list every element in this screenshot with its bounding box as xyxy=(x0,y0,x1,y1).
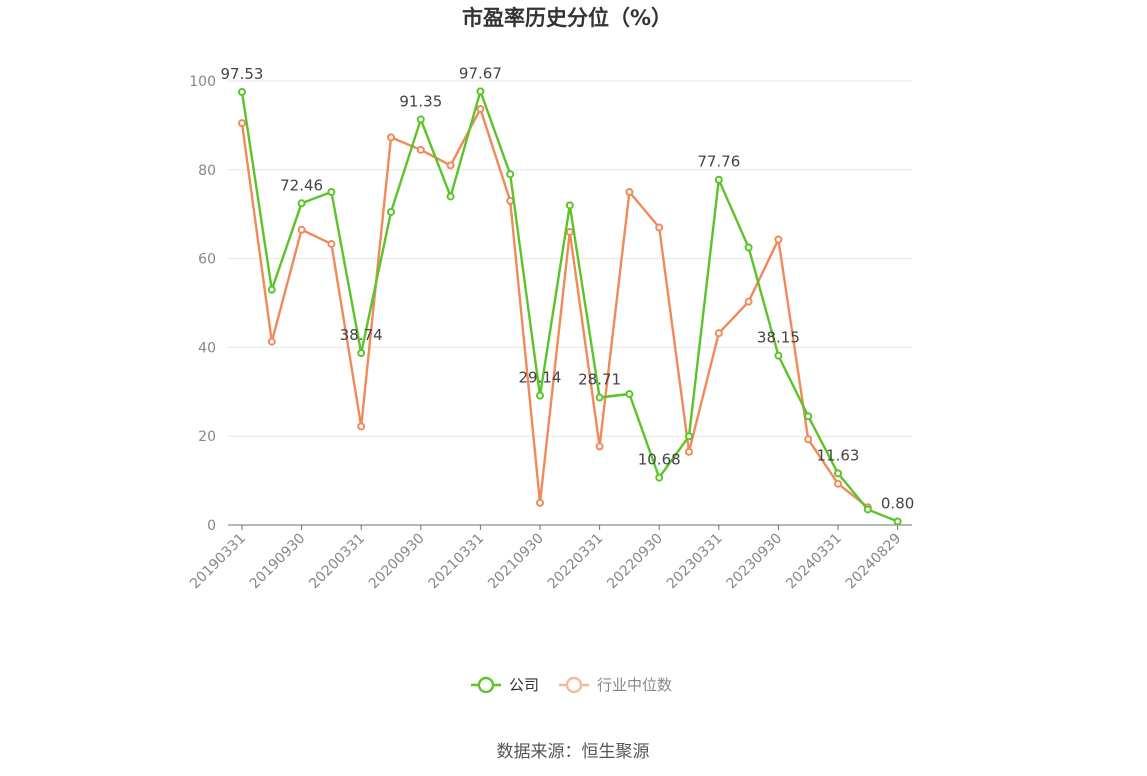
x-tick-label: 20220331 xyxy=(545,531,607,593)
data-point[interactable] xyxy=(834,479,842,488)
data-point[interactable] xyxy=(446,192,455,201)
legend-label: 行业中位数 xyxy=(597,676,672,694)
data-point[interactable] xyxy=(327,188,336,196)
data-label: 38.15 xyxy=(757,329,800,347)
data-label: 77.76 xyxy=(697,153,740,171)
data-point[interactable] xyxy=(774,235,783,244)
legend: 公司 行业中位数 xyxy=(471,676,672,694)
series-0 xyxy=(238,87,902,526)
x-tick-label: 20190331 xyxy=(187,531,249,593)
data-point[interactable] xyxy=(625,188,634,196)
data-point[interactable] xyxy=(267,337,276,346)
data-point[interactable] xyxy=(416,115,425,124)
data-point[interactable] xyxy=(476,87,485,96)
data-point[interactable] xyxy=(685,447,693,456)
x-tick-label: 20200331 xyxy=(306,531,368,593)
data-point[interactable] xyxy=(655,473,664,482)
grid-lines xyxy=(228,80,912,437)
y-tick-label: 0 xyxy=(207,518,216,534)
legend-label: 公司 xyxy=(509,676,539,694)
data-point[interactable] xyxy=(446,161,455,170)
data-label: 29.14 xyxy=(519,369,562,387)
data-point[interactable] xyxy=(595,442,604,451)
series-line xyxy=(240,107,869,509)
chart-title: 市盈率历史分位（%） xyxy=(462,6,672,30)
x-tick-label: 20230930 xyxy=(724,531,786,593)
y-axis: 0 20 40 60 80 100 xyxy=(189,74,216,534)
data-label: 72.46 xyxy=(280,176,323,194)
series-layer xyxy=(238,87,902,526)
data-label: 97.67 xyxy=(459,64,502,82)
x-tick-label: 20240331 xyxy=(783,531,845,593)
legend-marker xyxy=(565,676,583,694)
data-point[interactable] xyxy=(744,297,753,306)
y-tick-label: 20 xyxy=(198,429,216,445)
data-point[interactable] xyxy=(595,393,604,402)
data-point[interactable] xyxy=(536,391,544,400)
data-point[interactable] xyxy=(565,227,574,236)
source-note: 数据来源：恒生聚源 xyxy=(497,742,650,762)
data-point[interactable] xyxy=(357,348,366,357)
data-point[interactable] xyxy=(238,119,246,128)
data-label: 91.35 xyxy=(399,92,442,110)
data-point[interactable] xyxy=(387,133,395,142)
data-point[interactable] xyxy=(416,145,425,154)
x-tick-label: 20230331 xyxy=(664,531,726,593)
data-label: 38.74 xyxy=(340,326,383,344)
data-point[interactable] xyxy=(506,170,515,179)
x-tick-label: 20200930 xyxy=(366,531,428,593)
data-point[interactable] xyxy=(714,329,723,338)
data-point[interactable] xyxy=(565,201,574,210)
data-point[interactable] xyxy=(625,390,634,399)
legend-item-0[interactable]: 公司 xyxy=(471,676,539,694)
data-label: 0.80 xyxy=(881,494,914,512)
data-label: 97.53 xyxy=(221,65,264,83)
data-label: 28.71 xyxy=(578,371,621,389)
y-tick-label: 40 xyxy=(198,340,216,356)
data-point[interactable] xyxy=(357,422,366,431)
data-point[interactable] xyxy=(238,87,246,96)
x-tick-label: 20220930 xyxy=(604,531,666,593)
x-tick-label: 20210331 xyxy=(426,531,488,593)
data-point[interactable] xyxy=(536,498,544,507)
data-point[interactable] xyxy=(476,104,485,113)
y-tick-label: 100 xyxy=(189,74,216,90)
legend-marker xyxy=(477,676,495,694)
data-point[interactable] xyxy=(744,243,753,252)
data-point[interactable] xyxy=(834,469,842,478)
data-label: 10.68 xyxy=(638,451,681,469)
data-point[interactable] xyxy=(685,432,693,441)
y-tick-label: 60 xyxy=(198,252,216,268)
data-point[interactable] xyxy=(297,199,306,208)
data-point[interactable] xyxy=(804,412,813,421)
data-label: 11.63 xyxy=(817,446,860,464)
data-point[interactable] xyxy=(893,517,902,526)
data-point[interactable] xyxy=(267,285,276,294)
data-labels: 97.53 72.46 38.74 91.35 97.67 29.14 28.71 10.68… xyxy=(221,64,915,512)
data-point[interactable] xyxy=(804,435,813,444)
y-tick-label: 80 xyxy=(198,163,216,179)
data-point[interactable] xyxy=(297,225,306,234)
series-line xyxy=(240,90,899,523)
x-tick-label: 20240829 xyxy=(843,531,905,593)
data-point[interactable] xyxy=(774,351,783,360)
data-point[interactable] xyxy=(863,505,872,514)
data-point[interactable] xyxy=(655,223,664,232)
data-point[interactable] xyxy=(327,239,336,248)
x-tick-label: 20210930 xyxy=(485,531,547,593)
data-point[interactable] xyxy=(387,207,395,216)
x-tick-label: 20190930 xyxy=(247,531,309,593)
data-point[interactable] xyxy=(714,175,723,184)
legend-item-1[interactable]: 行业中位数 xyxy=(559,676,672,694)
x-axis: 2019033120190930202003312020093020210331… xyxy=(187,524,912,593)
